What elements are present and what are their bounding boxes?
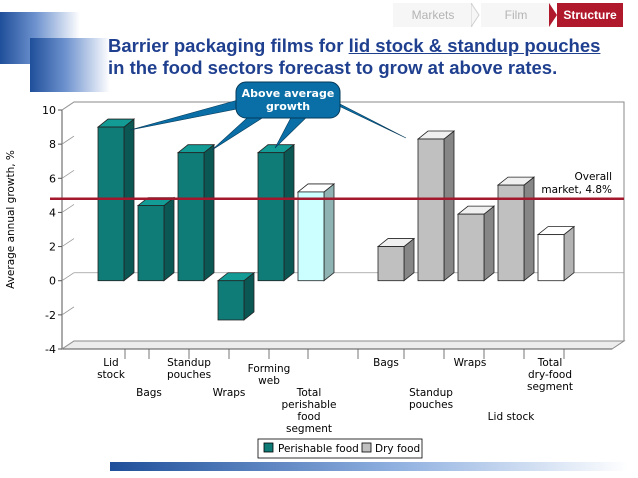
y-gridline-diagonal [61, 101, 75, 111]
x-tick-label: Lid [103, 357, 118, 369]
y-gridline-diagonal [61, 340, 75, 350]
x-tick-label: Bags [136, 387, 162, 399]
x-tick-label: pouches [409, 399, 453, 411]
decor-gradient-middle [30, 38, 110, 92]
x-tick-label: Wraps [213, 387, 246, 399]
bar-perishable-1 [137, 205, 165, 282]
reference-line-label: market, 4.8% [541, 184, 612, 196]
bar-perishable-2-side [203, 143, 215, 282]
y-gridline-diagonal [61, 272, 75, 282]
nav-step-markets[interactable]: Markets [393, 3, 473, 27]
x-tick-label: food [297, 411, 320, 423]
nav-chevron-icon [549, 3, 557, 27]
y-tick-label: 2 [49, 241, 56, 254]
y-tick-label: -4 [45, 343, 56, 356]
title-prefix: Barrier packaging films for [108, 35, 349, 56]
x-tick-label: Total [296, 387, 322, 399]
y-gridline-diagonal [61, 169, 75, 179]
x-tick-label: segment [286, 423, 332, 435]
y-tick-label: 4 [49, 206, 56, 219]
bar-perishable-1-side [163, 196, 175, 282]
callout-box [235, 81, 341, 119]
x-tick-label: Standup [409, 387, 453, 399]
bar-perishable-2 [177, 152, 205, 282]
bar-perishable-3 [217, 280, 245, 321]
bar-dry-2-side [483, 205, 495, 282]
legend-label-perishable: Perishable food [278, 443, 359, 455]
x-tick-label: Forming [248, 363, 291, 375]
y-axis-title: Average annual growth, % [5, 150, 17, 289]
bar-dry-2 [457, 213, 485, 282]
reference-line-label: Overall [574, 171, 612, 183]
bar-dry-1 [417, 138, 445, 282]
x-tick-label: Total [537, 357, 563, 369]
callout-label: growth [266, 100, 310, 113]
page-title: Barrier packaging films for lid stock & … [108, 35, 628, 79]
title-line2: in the food sectors forecast to grow at … [108, 57, 558, 78]
x-tick-label: dry-food [528, 369, 572, 381]
legend-label-dry: Dry food [375, 443, 420, 455]
plot-floor [60, 340, 626, 350]
y-tick-label: -2 [45, 309, 56, 322]
y-gridline-diagonal [61, 204, 75, 213]
x-tick-label: Lid stock [488, 411, 536, 423]
bar-perishable-5 [297, 191, 325, 282]
bar-perishable-4-side [283, 143, 295, 282]
x-tick-label: Bags [373, 357, 399, 369]
callout-label: Above average [242, 87, 335, 100]
y-tick-label: 10 [42, 104, 56, 117]
bar-dry-3-side [523, 176, 535, 282]
y-gridline-diagonal [61, 135, 75, 145]
x-tick-label: stock [97, 369, 126, 381]
bar-dry-0 [377, 246, 405, 282]
bar-dry-4 [537, 234, 565, 282]
x-tick-label: perishable [282, 399, 337, 411]
legend-swatch-perishable [263, 442, 274, 453]
y-tick-label: 6 [49, 172, 56, 185]
x-tick-label: Standup [167, 357, 211, 369]
y-gridline-diagonal [61, 306, 75, 316]
nav-step-structure[interactable]: Structure [557, 3, 623, 27]
nav-step-film[interactable]: Film [481, 3, 551, 27]
y-tick-label: 8 [49, 138, 56, 151]
bar-perishable-4 [257, 152, 285, 282]
bar-dry-4-side [563, 225, 575, 282]
bar-perishable-0 [97, 126, 125, 282]
decor-gradient-bottom [110, 462, 628, 471]
y-tick-label: 0 [49, 275, 56, 288]
x-tick-label: pouches [167, 369, 211, 381]
y-gridline-diagonal [61, 238, 75, 247]
legend-swatch-dry [361, 442, 372, 453]
x-tick-label: segment [527, 381, 573, 393]
x-tick-label: Wraps [454, 357, 487, 369]
bar-dry-3 [497, 184, 525, 282]
nav-chevron-icon [471, 3, 480, 27]
legend-box [257, 438, 423, 459]
bar-dry-1-side [443, 130, 455, 282]
title-highlight: lid stock & standup pouches [348, 35, 601, 56]
x-tick-label: web [258, 375, 280, 387]
